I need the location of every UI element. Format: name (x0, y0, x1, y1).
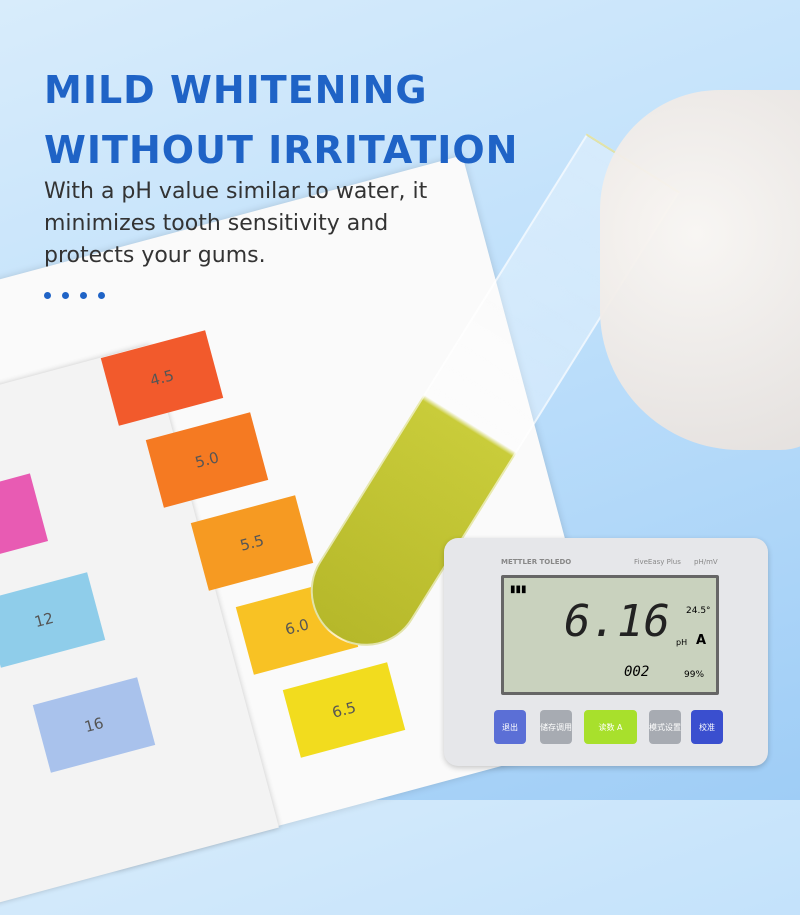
ph-reading: 6.16 (564, 596, 670, 647)
auto-indicator: A (696, 633, 707, 648)
meter-mode: pH/mV (694, 558, 718, 566)
slope: 99% (684, 670, 705, 680)
headline-line-1: MILD WHITENING (44, 68, 428, 112)
ph-unit: pH (676, 638, 688, 647)
calibrate-button[interactable]: 校准 (691, 710, 723, 744)
memory-number: 002 (624, 664, 650, 680)
gloved-hand (600, 90, 800, 450)
pagination-dots (44, 292, 105, 299)
meter-model: FiveEasy Plus (634, 558, 681, 566)
ph-meter: METTLER TOLEDO FiveEasy Plus pH/mV ▮▮▮ 6… (444, 538, 768, 766)
read-button[interactable]: 读数 A (584, 710, 637, 744)
temperature: 24.5° (686, 606, 711, 616)
store-recall-button[interactable]: 储存调用 (540, 710, 572, 744)
subtext: With a pH value similar to water, it min… (44, 179, 428, 268)
signal-icon: ▮▮▮ (510, 584, 527, 595)
headline: MILD WHITENING WITHOUT IRRITATION (44, 60, 518, 180)
lcd-display: ▮▮▮ 6.16 pH 24.5° A 002 99% (501, 575, 719, 695)
meter-brand: METTLER TOLEDO (501, 558, 572, 566)
mode-setting-button[interactable]: 模式设置 (649, 710, 681, 744)
exit-button[interactable]: 退出 (494, 710, 526, 744)
headline-line-2: WITHOUT IRRITATION (44, 128, 519, 172)
